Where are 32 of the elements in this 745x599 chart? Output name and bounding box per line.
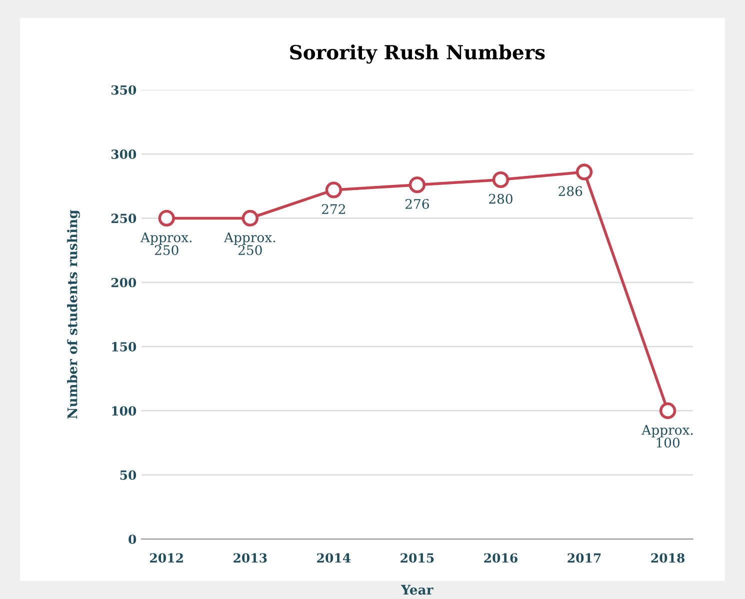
data-label: 286: [558, 186, 582, 196]
data-label: Approx. 100: [642, 425, 693, 448]
y-tick-label: 300: [111, 150, 136, 159]
x-tick-label: 2015: [400, 553, 434, 563]
point: [492, 171, 510, 188]
point: [408, 176, 426, 194]
point: [242, 210, 258, 227]
x-axis-title: Year: [401, 584, 434, 595]
y-tick-label: 350: [111, 85, 136, 95]
x-tick-label: 2013: [234, 553, 267, 563]
chart-title: Sorority Rush Numbers: [290, 44, 545, 64]
data-label: 276: [406, 198, 429, 209]
x-tick-label: 2012: [150, 553, 183, 563]
point: [659, 402, 676, 420]
x-tick-label: 2014: [317, 553, 351, 563]
point: [576, 164, 593, 180]
data-label: Approx. 250: [224, 232, 276, 256]
point: [325, 182, 342, 198]
y-tick-label: 250: [111, 214, 136, 224]
data-label: 280: [489, 194, 512, 204]
data-label: 272: [322, 204, 345, 214]
y-tick-label: 100: [112, 406, 136, 416]
data-label: Approx. 250: [140, 232, 192, 256]
y-axis-title: Number of students rushing: [67, 210, 80, 419]
x-tick-label: 2017: [568, 553, 601, 563]
y-tick-label: 200: [111, 278, 136, 288]
y-tick-label: 50: [120, 470, 136, 480]
x-tick-label: 2018: [651, 553, 685, 563]
x-tick-label: 2016: [484, 553, 518, 563]
point: [158, 210, 175, 227]
y-tick-label: 0: [128, 534, 136, 544]
y-tick-label: 150: [112, 342, 136, 352]
